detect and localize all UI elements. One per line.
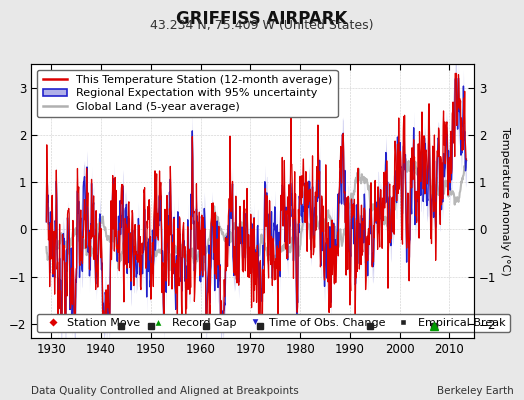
Text: GRIFFISS AIRPARK: GRIFFISS AIRPARK: [176, 10, 348, 28]
Text: 43.234 N, 75.409 W (United States): 43.234 N, 75.409 W (United States): [150, 19, 374, 32]
Text: Data Quality Controlled and Aligned at Breakpoints: Data Quality Controlled and Aligned at B…: [31, 386, 299, 396]
Y-axis label: Temperature Anomaly (°C): Temperature Anomaly (°C): [500, 127, 510, 275]
Legend: Station Move, Record Gap, Time of Obs. Change, Empirical Break: Station Move, Record Gap, Time of Obs. C…: [37, 314, 510, 332]
Text: Berkeley Earth: Berkeley Earth: [437, 386, 514, 396]
